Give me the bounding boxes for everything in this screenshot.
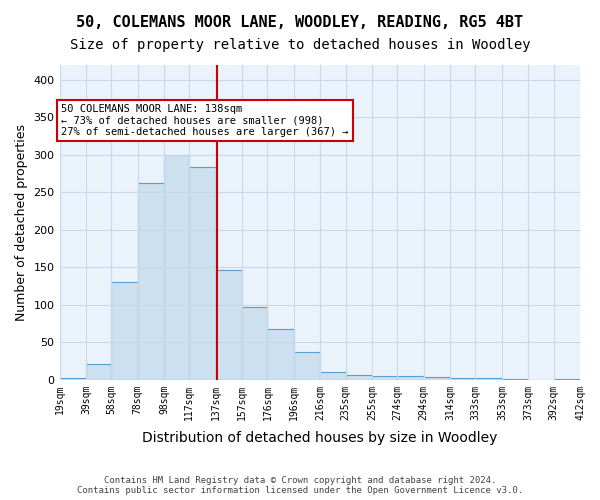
Bar	[475, 378, 502, 380]
Bar	[346, 376, 372, 380]
Bar	[450, 378, 475, 380]
Text: 50, COLEMANS MOOR LANE, WOODLEY, READING, RG5 4BT: 50, COLEMANS MOOR LANE, WOODLEY, READING…	[76, 15, 524, 30]
Bar	[137, 182, 164, 380]
Bar	[111, 282, 137, 380]
Bar	[554, 379, 580, 380]
Bar	[59, 378, 86, 380]
X-axis label: Distribution of detached houses by size in Woodley: Distribution of detached houses by size …	[142, 431, 497, 445]
Bar	[397, 376, 424, 380]
Bar	[502, 379, 529, 380]
Bar	[320, 372, 346, 380]
Bar	[372, 376, 397, 380]
Bar	[164, 155, 190, 380]
Bar	[242, 307, 268, 380]
Bar	[190, 167, 216, 380]
Text: Size of property relative to detached houses in Woodley: Size of property relative to detached ho…	[70, 38, 530, 52]
Bar	[86, 364, 111, 380]
Text: Contains HM Land Registry data © Crown copyright and database right 2024.
Contai: Contains HM Land Registry data © Crown c…	[77, 476, 523, 495]
Y-axis label: Number of detached properties: Number of detached properties	[15, 124, 28, 321]
Text: 50 COLEMANS MOOR LANE: 138sqm
← 73% of detached houses are smaller (998)
27% of : 50 COLEMANS MOOR LANE: 138sqm ← 73% of d…	[61, 104, 349, 137]
Bar	[268, 329, 294, 380]
Bar	[294, 352, 320, 380]
Bar	[216, 270, 242, 380]
Bar	[424, 377, 450, 380]
